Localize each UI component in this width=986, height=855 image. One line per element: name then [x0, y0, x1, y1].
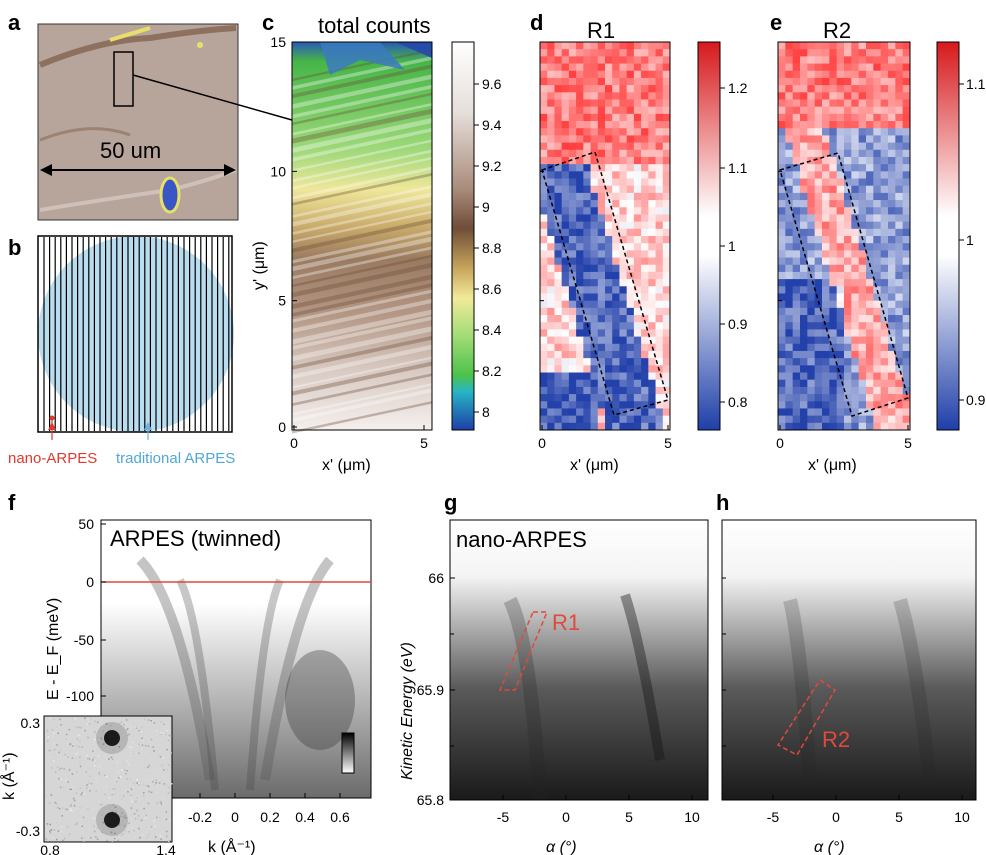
panel-g-ytick: 66	[428, 570, 444, 586]
map-xtick: 5	[904, 435, 912, 451]
panel-h-xlabel: α (°)	[814, 839, 845, 855]
panel-d-colorbar-tick: 0.8	[728, 394, 748, 410]
panel-label-d: d	[530, 10, 543, 35]
panel-e-colorbar-tick: 1	[966, 232, 974, 248]
panel-label-b: b	[8, 235, 21, 260]
panel-c-colorbar-tick: 8.4	[482, 322, 502, 338]
panel-g-title: nano-ARPES	[456, 527, 587, 552]
panel-d-xlabel: x' (μm)	[570, 457, 619, 474]
panel-c-colorbar-tick: 8.2	[482, 363, 502, 379]
panel-c-ytick: 15	[270, 34, 286, 50]
inset-ytick: -0.3	[16, 823, 40, 839]
nano-arpes-label: nano-ARPES	[8, 450, 97, 467]
panel-g-ytick: 65.8	[417, 792, 444, 808]
panel-f-inset	[44, 716, 172, 842]
panel-c-ytick: 5	[278, 293, 286, 309]
panel-d-map	[540, 42, 670, 430]
panel-f-xlabel: k (Å⁻¹)	[208, 837, 256, 855]
map-xtick: 0	[538, 435, 546, 451]
panel-d-colorbar-ticks: 1.2 1.1 1 0.9 0.8	[720, 80, 748, 410]
panel-c-colorbar-tick: 9.4	[482, 117, 502, 133]
panel-label-a: a	[8, 10, 21, 35]
panel-c-xtick: 5	[420, 435, 428, 451]
panel-e-colorbar-ticks: 1.1 1 0.9	[959, 76, 986, 408]
panel-f-ytick: 50	[78, 516, 94, 532]
panel-g-spectrum: nano-ARPES R1	[450, 520, 708, 800]
scale-bar-label: 50 um	[100, 138, 161, 163]
panel-g-ytick: 65.9	[417, 682, 444, 698]
inset-xtick: 1.4	[156, 842, 176, 855]
panel-f-ytick: -50	[74, 632, 94, 648]
panel-f-ylabel: E - E_F (meV)	[45, 598, 62, 700]
panel-c-colorbar-tick: 8.6	[482, 281, 502, 297]
panel-c-colorbar-tick: 8	[482, 404, 490, 420]
panel-d-colorbar-tick: 1.2	[728, 80, 748, 96]
panel-g-xtick: 10	[684, 809, 700, 825]
inset-ytick: 0.3	[21, 715, 41, 731]
panel-h-xtick: 10	[954, 809, 970, 825]
inset-xtick: 0.8	[40, 842, 60, 855]
panel-h-xtick: 0	[832, 809, 840, 825]
panel-f-xtick: -0.2	[188, 809, 212, 825]
panel-e-colorbar-tick: 0.9	[966, 392, 986, 408]
panel-c-colorbar-ticks: 9.6 9.4 9.2 9 8.8 8.6 8.4 8.2 8	[474, 76, 502, 420]
panel-c-xtick: 0	[290, 435, 298, 451]
panel-d-colorbar-tick: 0.9	[728, 316, 748, 332]
panel-h-xtick: -5	[767, 809, 780, 825]
panel-f-title: ARPES (twinned)	[110, 526, 281, 551]
panel-c-ytick: 10	[270, 163, 286, 179]
panel-label-g: g	[444, 490, 457, 515]
panel-g-ylabel: Kinetic Energy (eV)	[399, 642, 416, 780]
panel-e-map	[778, 42, 910, 430]
panel-c-colorbar-tick: 9	[482, 199, 490, 215]
panel-c-ylabel: y' (μm)	[251, 241, 268, 290]
panel-c-title: total counts	[318, 13, 431, 38]
panel-f-ytick: -100	[66, 688, 94, 704]
panel-e-xlabel: x' (μm)	[808, 457, 857, 474]
panel-f-intensity-bar	[342, 733, 354, 773]
panel-c-xlabel: x' (μm)	[322, 457, 371, 474]
map-xtick: 5	[664, 435, 672, 451]
panel-g-xtick: 5	[625, 809, 633, 825]
panel-label-h: h	[716, 490, 729, 515]
panel-d-colorbar	[698, 42, 720, 430]
panel-e-colorbar-tick: 1.1	[966, 76, 986, 92]
nano-spot-marker	[50, 416, 55, 421]
panel-g-xtick: 0	[562, 809, 570, 825]
panel-f-xtick: 0.2	[260, 809, 280, 825]
panel-c-colorbar-tick: 8.8	[482, 240, 502, 256]
panel-c-colorbar-tick: 9.6	[482, 76, 502, 92]
panel-label-f: f	[8, 490, 16, 515]
panel-g-xlabel: α (°)	[546, 839, 577, 855]
panel-c-colorbar	[452, 42, 474, 430]
panel-h-spectrum: R2	[722, 520, 976, 800]
panel-c-map	[292, 42, 432, 432]
map-xtick: 0	[776, 435, 784, 451]
panel-f-ytick: 0	[86, 574, 94, 590]
panel-h-xtick: 5	[895, 809, 903, 825]
traditional-arpes-label: traditional ARPES	[116, 450, 235, 467]
panel-h-region-label: R2	[822, 727, 850, 752]
panel-f-inset-ylabel: k (Å⁻¹)	[0, 752, 18, 800]
panel-e-colorbar	[937, 42, 959, 430]
panel-b-schematic: nano-ARPES traditional ARPES	[8, 236, 235, 467]
panel-c-ytick: 0	[278, 419, 286, 435]
panel-label-e: e	[770, 10, 782, 35]
panel-c-colorbar-tick: 9.2	[482, 158, 502, 174]
panel-a-image: 50 um	[38, 24, 292, 220]
panel-d-colorbar-tick: 1	[728, 238, 736, 254]
panel-g-xtick: -5	[497, 809, 510, 825]
panel-f-xtick: 0.6	[330, 809, 350, 825]
panel-f-xtick: 0.4	[295, 809, 315, 825]
panel-f-xtick: 0	[231, 809, 239, 825]
panel-e-title: R2	[823, 18, 851, 43]
panel-label-c: c	[262, 10, 274, 35]
panel-g-region-label: R1	[552, 610, 580, 635]
panel-d-title: R1	[587, 18, 615, 43]
panel-d-colorbar-tick: 1.1	[728, 160, 748, 176]
